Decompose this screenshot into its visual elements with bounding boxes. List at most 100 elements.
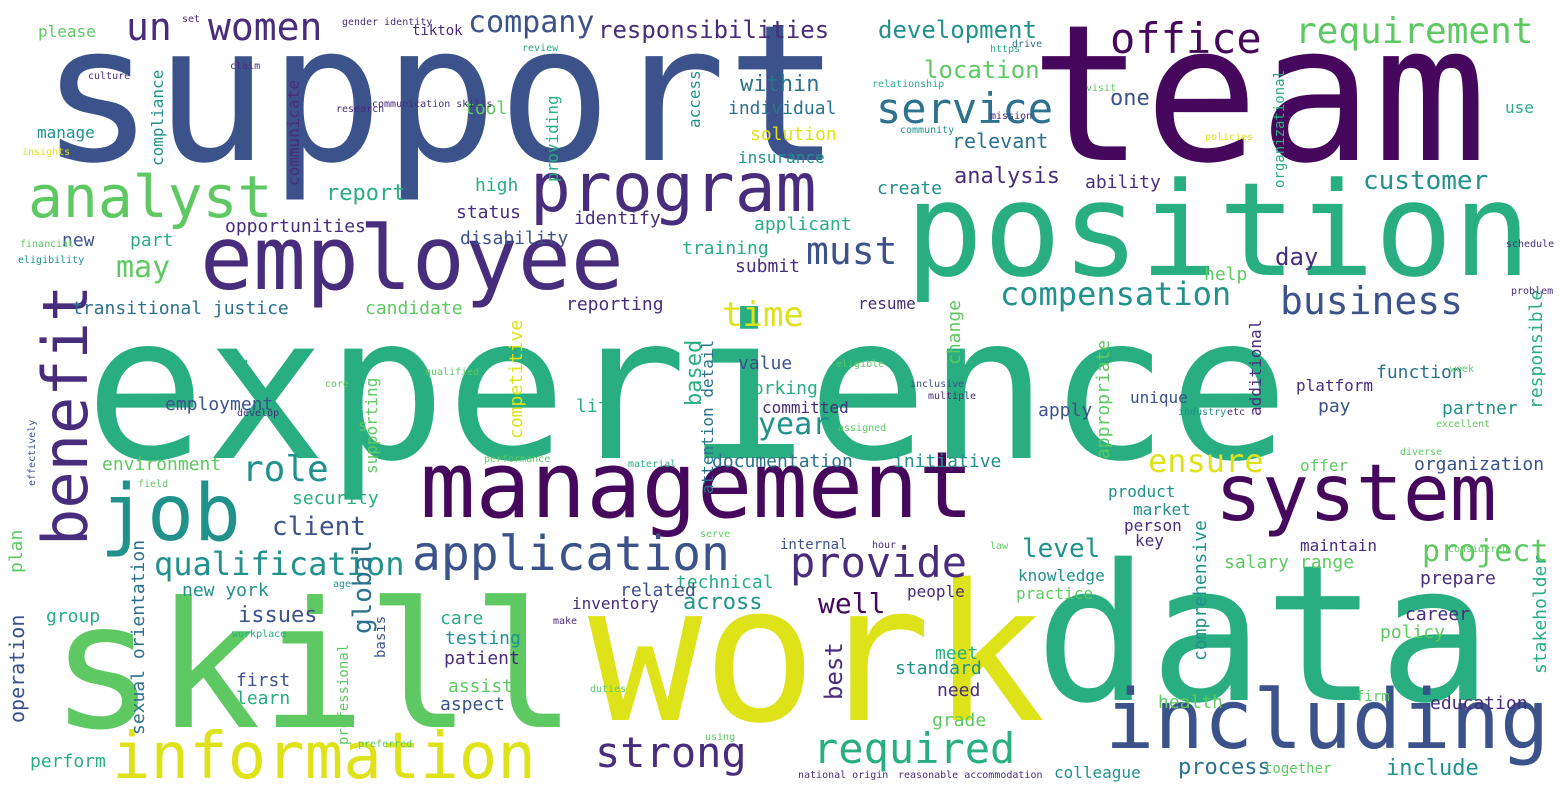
- cloud-word: position: [905, 154, 1532, 306]
- cloud-word: eligibility: [18, 255, 85, 266]
- cloud-word: organization: [1414, 454, 1545, 475]
- cloud-word: colleague: [1054, 763, 1141, 782]
- cloud-word: technical: [676, 572, 774, 593]
- cloud-word: company: [468, 5, 595, 40]
- cloud-word: may: [116, 250, 171, 285]
- cloud-word: compliance: [148, 69, 167, 166]
- cloud-word: national origin: [798, 770, 889, 781]
- cloud-word: high: [475, 175, 519, 196]
- cloud-word: diverse: [1400, 447, 1443, 458]
- cloud-word: level: [1022, 534, 1101, 564]
- cloud-word: time: [722, 295, 804, 335]
- cloud-word: development: [878, 16, 1037, 44]
- cloud-word: eligible: [836, 359, 885, 370]
- cloud-word: support: [40, 0, 841, 205]
- cloud-word: claim: [230, 61, 261, 72]
- cloud-word: qualified: [425, 367, 480, 378]
- cloud-word: initiative: [893, 451, 1002, 472]
- cloud-word: location: [924, 56, 1040, 84]
- cloud-word: internal: [780, 537, 848, 553]
- cloud-word: please: [38, 22, 96, 41]
- cloud-word: operation: [5, 614, 29, 723]
- cloud-word: insurance: [738, 148, 825, 167]
- cloud-word: provide: [790, 538, 968, 587]
- cloud-word: assigned: [838, 423, 887, 434]
- cloud-word: practice: [1016, 584, 1094, 603]
- cloud-word: schedule: [1506, 239, 1555, 250]
- cloud-word: security: [292, 488, 379, 509]
- cloud-word: un: [126, 5, 172, 49]
- cloud-word: offer: [1300, 456, 1349, 475]
- cloud-word: person: [1124, 516, 1182, 535]
- cloud-word: career: [1405, 604, 1471, 625]
- cloud-word: comprehensive: [1190, 520, 1211, 661]
- cloud-word: platform: [1296, 376, 1374, 395]
- cloud-word: well: [818, 587, 886, 620]
- cloud-word: access: [685, 70, 704, 128]
- cloud-word: change: [944, 299, 965, 365]
- cloud-word: field: [138, 479, 169, 490]
- cloud-word: insights: [22, 147, 71, 158]
- cloud-word: analyst: [28, 163, 273, 231]
- cloud-word: inclusive: [910, 379, 965, 390]
- cloud-word: basis: [373, 615, 389, 658]
- cloud-word: function: [1376, 362, 1463, 383]
- cloud-word: identify: [574, 208, 661, 229]
- cloud-word: performance: [484, 454, 551, 465]
- cloud-word: problem: [1511, 286, 1554, 297]
- cloud-word: duties: [590, 684, 627, 695]
- cloud-word: gender identity: [342, 17, 433, 28]
- cloud-word: https: [990, 44, 1021, 55]
- cloud-word: office: [1110, 14, 1262, 63]
- cloud-word: serve: [700, 529, 731, 540]
- cloud-word: solution: [750, 124, 837, 145]
- cloud-word: individual: [728, 98, 837, 119]
- cloud-word: research: [336, 104, 385, 115]
- cloud-word: people: [907, 582, 965, 601]
- cloud-word: providing: [543, 95, 562, 182]
- cloud-word: knowledge: [1018, 566, 1105, 585]
- cloud-word: documentation: [712, 451, 853, 472]
- cloud-word: create: [877, 178, 943, 199]
- cloud-word: unique: [1130, 388, 1188, 407]
- cloud-word: responsible: [1526, 289, 1547, 409]
- cloud-word: assist: [448, 676, 514, 697]
- cloud-word: process: [1178, 755, 1271, 780]
- cloud-word: etc: [1227, 407, 1246, 418]
- cloud-word: health: [1158, 692, 1224, 713]
- cloud-word: skill: [50, 566, 577, 769]
- cloud-word: service: [876, 84, 1054, 133]
- cloud-word: stakeholder: [1530, 554, 1551, 674]
- cloud-word: benefit: [29, 284, 102, 546]
- cloud-word: communicate: [284, 80, 303, 186]
- cloud-word: effectively: [27, 419, 38, 486]
- cloud-word: manage: [37, 123, 95, 142]
- cloud-word: market: [1133, 500, 1191, 519]
- cloud-word: partner: [1442, 398, 1518, 419]
- cloud-word: reporting: [566, 294, 664, 315]
- cloud-word: workplace: [232, 629, 287, 640]
- cloud-word: need: [937, 680, 981, 701]
- cloud-word: reasonable accommodation: [898, 770, 1043, 781]
- cloud-word: within: [740, 72, 820, 97]
- cloud-word: related: [620, 580, 696, 601]
- cloud-word: project: [1422, 534, 1549, 569]
- cloud-word: system: [1215, 449, 1497, 539]
- cloud-word: issues: [238, 603, 318, 628]
- cloud-word: compensation: [1000, 275, 1232, 313]
- cloud-word: part: [130, 230, 174, 251]
- cloud-word: review: [522, 43, 559, 54]
- cloud-word: client: [272, 512, 366, 542]
- cloud-word: culture: [88, 71, 131, 82]
- cloud-word: prepare: [1420, 568, 1496, 589]
- cloud-word: grade: [932, 710, 987, 731]
- cloud-word: data: [1035, 524, 1493, 745]
- cloud-word: learn: [236, 688, 291, 709]
- cloud-word: first: [236, 670, 291, 691]
- cloud-word: candidate: [365, 298, 463, 319]
- cloud-word: include: [1386, 756, 1479, 781]
- cloud-word: firm: [1356, 689, 1390, 705]
- cloud-word: sexual orientation: [128, 539, 149, 735]
- cloud-word: meet: [935, 643, 979, 664]
